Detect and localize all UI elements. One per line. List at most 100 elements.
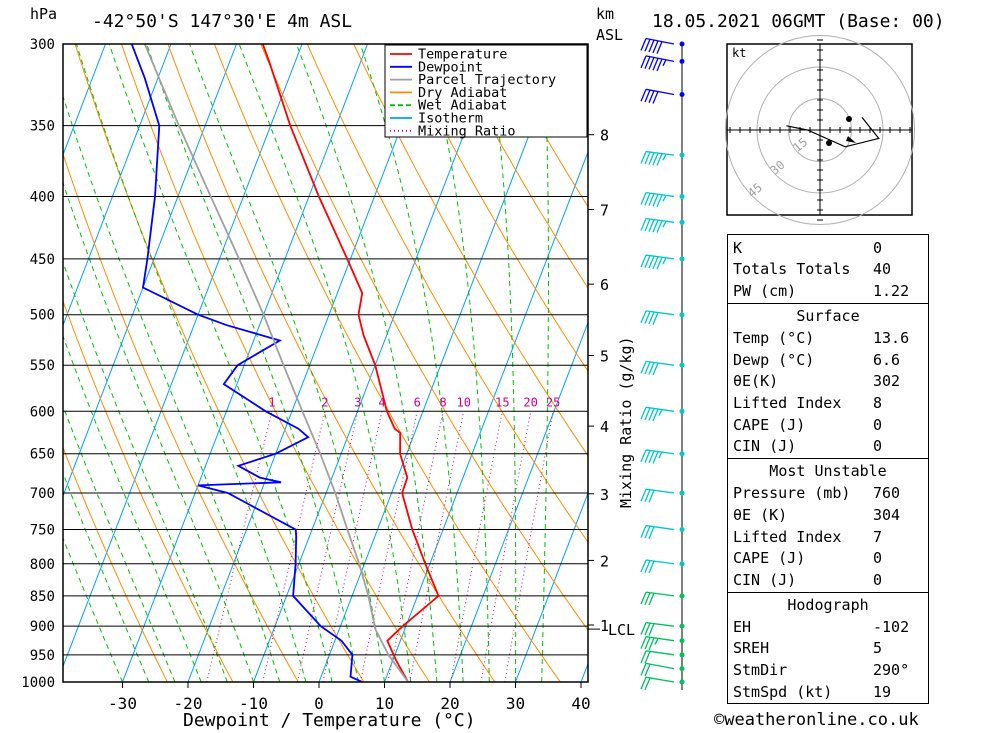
- wind-barb-feather: [652, 362, 659, 376]
- wind-barb-feather: [640, 361, 647, 374]
- stats-value: 0: [873, 238, 883, 257]
- mixing-ratio-label: 8: [439, 395, 446, 409]
- copyright-footer: ©weatheronline.co.uk: [714, 710, 919, 730]
- stats-table: K 0 Totals Totals 40 PW (cm) 1.22 Surface Tem…: [727, 234, 929, 705]
- wind-barb-feather: [640, 559, 647, 573]
- wind-barb-feather: [652, 152, 659, 166]
- wind-barb-staff: [645, 636, 675, 642]
- surface-title: Surface: [796, 306, 860, 325]
- wind-barb-feather: [644, 677, 651, 691]
- x-tick-label: 20: [440, 694, 459, 713]
- plot-frame: [62, 43, 589, 683]
- wet-adiabat-line: [426, 44, 490, 682]
- isotherm-line: [449, 321, 588, 682]
- wind-barb-half-feather: [662, 220, 667, 228]
- legend-label: Dewpoint: [418, 59, 483, 75]
- stats-row: Lifted Index 8: [728, 392, 928, 414]
- stats-row: Dewp (°C) 6.6: [728, 349, 928, 371]
- wind-barb-feather: [644, 560, 651, 573]
- asl-label: ASL: [596, 26, 623, 44]
- km-tick-label: 3: [600, 486, 609, 504]
- stats-row: θE (K) 304: [728, 504, 928, 526]
- wind-barb-feather: [640, 89, 647, 102]
- wind-barb-staff: [645, 217, 675, 223]
- stats-key: Totals Totals: [733, 260, 851, 279]
- wind-barb-staff: [645, 488, 675, 494]
- hodograph-storm-point: [826, 140, 832, 146]
- stats-key: θE (K): [733, 505, 788, 524]
- stats-key: CIN (J): [733, 437, 797, 456]
- temperature-line: [261, 44, 440, 682]
- dry-adiabat-line: [63, 446, 168, 682]
- wet-adiabat-line: [63, 471, 150, 682]
- legend-label: Isotherm: [418, 111, 483, 127]
- wind-barb-feather: [648, 311, 655, 325]
- wind-barb-feather: [648, 57, 655, 70]
- isotherm-line: [63, 44, 172, 327]
- wind-barb-feather: [648, 408, 655, 421]
- wind-barb-dot: [679, 312, 685, 318]
- pressure-tick-label: 750: [30, 523, 55, 539]
- hodograph-arrowhead: [846, 136, 856, 143]
- stats-key: CIN (J): [733, 570, 797, 589]
- isotherm-line: [63, 44, 303, 668]
- mixing-ratio-line: [387, 411, 444, 682]
- dry-adiabat-line: [399, 44, 588, 372]
- wind-barb-staff: [645, 88, 675, 96]
- stats-row: StmSpd (kt) 19: [728, 681, 928, 703]
- wind-barb-half-feather: [654, 638, 659, 645]
- stats-row: PW (cm) 1.22: [728, 280, 928, 302]
- wind-barb-staff: [645, 192, 675, 198]
- stats-key: CAPE (J): [733, 549, 806, 568]
- stats-row: StmDir 290°: [728, 659, 928, 681]
- stats-key: CAPE (J): [733, 415, 806, 434]
- isotherm-line: [318, 44, 565, 682]
- wind-barb-dot: [679, 58, 685, 64]
- legend-label: Temperature: [418, 47, 507, 63]
- x-tick-label: -10: [239, 694, 268, 713]
- profile-lines: [130, 44, 440, 682]
- general-indices: K 0 Totals Totals 40 PW (cm) 1.22: [728, 235, 928, 304]
- wind-barb-staff: [645, 591, 675, 597]
- stats-value: 19: [873, 682, 892, 701]
- wind-barb-dot: [679, 679, 685, 685]
- wind-barb-feather: [648, 450, 655, 464]
- wind-barb-dot: [679, 623, 685, 629]
- wind-barb-staff: [645, 406, 675, 412]
- dry-adiabat-line: [446, 44, 588, 290]
- stats-key: Lifted Index: [733, 527, 842, 546]
- stats-value: 304: [873, 505, 901, 524]
- legend-label: Wet Adiabat: [418, 98, 507, 114]
- wind-barb-staff: [645, 621, 675, 627]
- wind-barb-feather: [648, 152, 655, 165]
- km-tick-label: 8: [600, 127, 609, 145]
- stats-row: CIN (J) 0: [728, 435, 928, 457]
- wind-barb-half-feather: [662, 59, 667, 67]
- wind-barb-feather: [648, 39, 655, 53]
- wet-adiabat-line: [238, 44, 412, 682]
- wind-barb-feather: [648, 90, 655, 104]
- wind-barb-feather: [640, 55, 647, 69]
- stats-key: Temp (°C): [733, 329, 815, 348]
- wind-barb-staff: [645, 676, 675, 683]
- km-tick-label: 1: [600, 617, 609, 635]
- km-tick-label: 6: [600, 276, 609, 294]
- stats-row: Totals Totals 40: [728, 259, 928, 281]
- mixing-ratio-label: 3: [354, 395, 361, 409]
- wind-barb-half-feather: [662, 195, 667, 202]
- dry-adiabat-line: [353, 44, 588, 457]
- wind-barb-feather: [640, 192, 647, 205]
- wet-adiabat-line: [75, 44, 307, 682]
- x-tick-label: 30: [506, 694, 525, 713]
- wind-barb-dot: [679, 362, 685, 368]
- wind-barb-feather: [644, 255, 651, 268]
- stats-key: PW (cm): [733, 281, 797, 300]
- stats-row: CIN (J) 0: [728, 569, 928, 591]
- km-label: km: [596, 5, 614, 23]
- wind-barb-feather: [648, 255, 655, 269]
- mixing-ratio-labels: 1 2 3 4 6 8 10 15 20 25: [268, 395, 560, 409]
- hodograph-section: Hodograph EH -102 SREH 5 StmDir 290° StmSpd (k…: [728, 593, 928, 705]
- mixing-ratio-line: [206, 411, 273, 682]
